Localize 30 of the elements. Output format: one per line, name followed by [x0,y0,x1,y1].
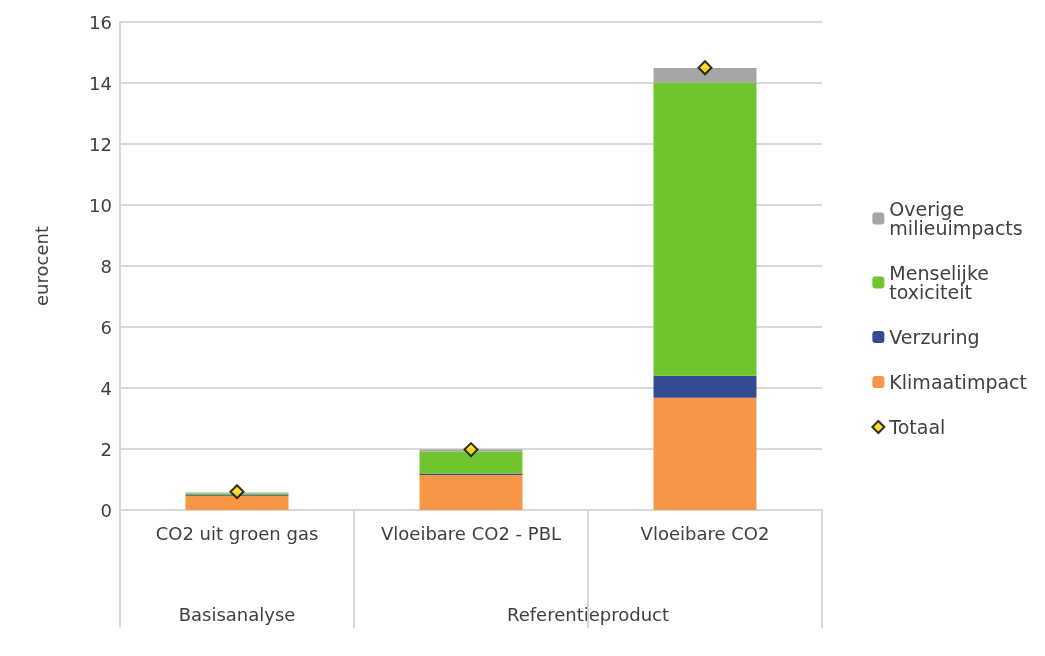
y-tick-label: 10 [89,194,112,216]
y-axis-title: eurocent [30,226,52,306]
y-tick-label: 16 [89,11,112,33]
point [697,60,713,76]
bar [653,375,757,398]
bar [653,397,757,510]
text: Referentieproduct [506,603,670,625]
bar [419,474,523,510]
legend-label: Verzuring [889,326,980,348]
y-tick-label: 14 [89,72,112,94]
x-tick-label: CO2 uit groen gas [155,522,319,544]
y-tick-label: 0 [100,499,112,521]
point [229,484,245,500]
x-tick-label: Vloeibare CO2 - PBL [380,522,562,544]
bar [419,451,523,474]
legend-label: Totaal [888,416,946,438]
y-tick-label: 4 [100,377,112,399]
legend-label: Menselijke toxiciteit [889,262,995,303]
y-tick-label: 2 [100,438,112,460]
point [463,442,479,458]
bar [653,68,757,83]
y-tick-label: 12 [89,133,112,155]
y-tick-label: 6 [100,316,112,338]
bar [185,495,289,510]
text: Basisanalyse [178,603,296,625]
legend-label: Klimaatimpact [889,371,1028,393]
bar [653,82,757,376]
legend-label: Overige milieuimpacts [889,198,1023,239]
y-tick-label: 8 [100,255,112,277]
x-tick-label: Vloeibare CO2 [640,522,770,544]
